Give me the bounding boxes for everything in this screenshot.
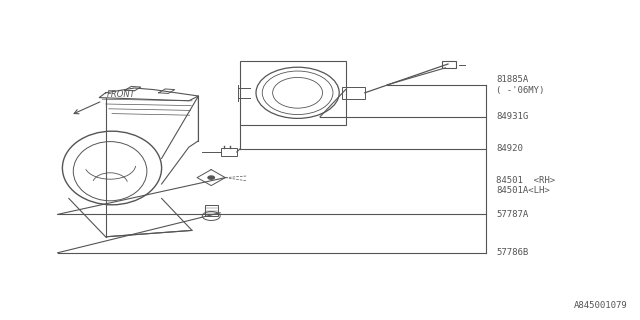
Text: 84501  <RH>
84501A<LH>: 84501 <RH> 84501A<LH> — [496, 176, 555, 195]
Bar — [342, 87, 365, 99]
Circle shape — [208, 176, 214, 179]
Text: 57786B: 57786B — [496, 248, 528, 257]
Bar — [221, 148, 237, 156]
Bar — [442, 61, 456, 68]
Text: 84931G: 84931G — [496, 112, 528, 121]
Text: FRONT: FRONT — [107, 90, 136, 99]
Bar — [240, 61, 346, 125]
Bar — [205, 205, 218, 216]
Text: 81885A
( -'06MY): 81885A ( -'06MY) — [496, 75, 545, 94]
Text: A845001079: A845001079 — [573, 301, 627, 310]
Text: 57787A: 57787A — [496, 210, 528, 219]
Text: 84920: 84920 — [496, 144, 523, 153]
